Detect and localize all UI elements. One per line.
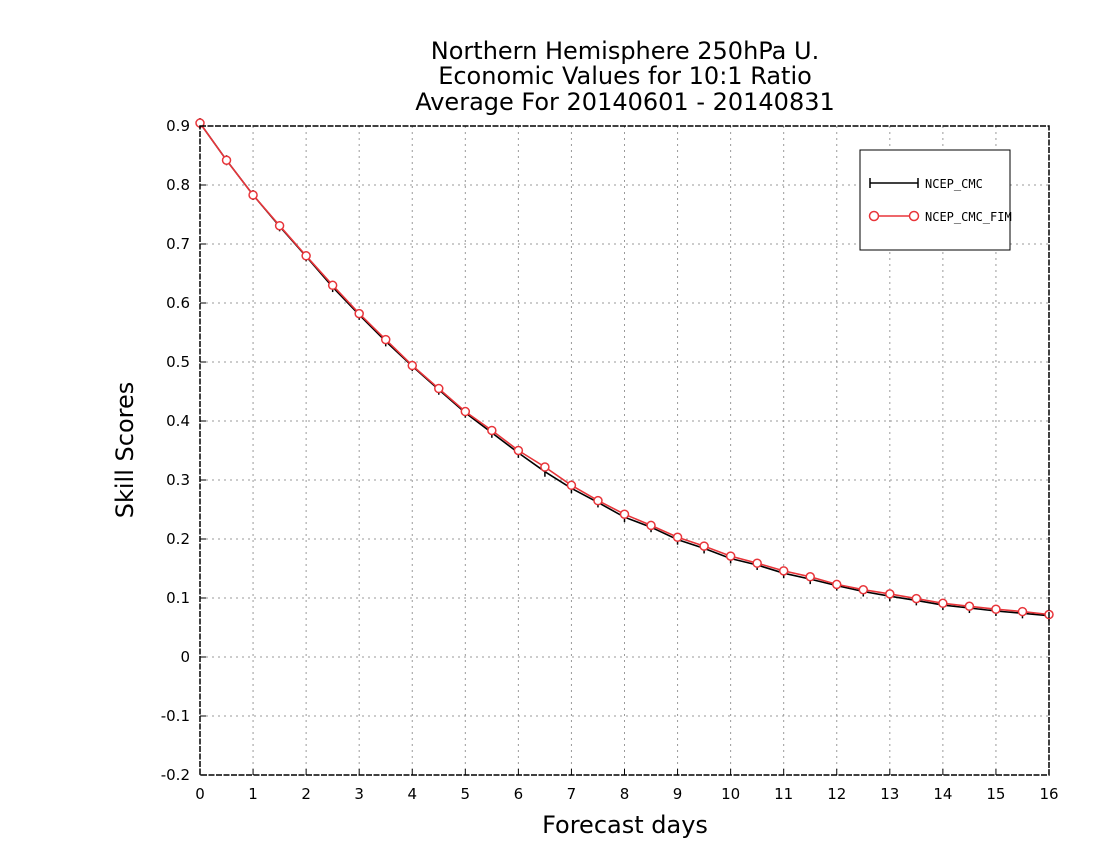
x-tick-label: 10 bbox=[721, 785, 740, 803]
data-point-ncep-cmc-fim bbox=[619, 509, 630, 519]
legend-circle-icon bbox=[908, 210, 920, 222]
data-point-ncep-cmc-fim bbox=[938, 598, 948, 609]
y-tick-label: 0.7 bbox=[166, 235, 190, 253]
x-tick-label: 9 bbox=[673, 785, 683, 803]
x-tick-label: 11 bbox=[774, 785, 793, 803]
y-tick-label: 0.6 bbox=[166, 294, 190, 312]
data-point-ncep-cmc-fim bbox=[1017, 606, 1028, 617]
data-point-ncep-cmc-fim bbox=[832, 579, 842, 590]
data-point-ncep-cmc-fim bbox=[725, 551, 736, 561]
legend-entry-ncep-cmc: NCEP_CMC bbox=[869, 177, 983, 191]
legend-circle-icon bbox=[868, 210, 880, 222]
data-point-ncep-cmc-fim bbox=[540, 462, 550, 472]
data-point-ncep-cmc-fim bbox=[991, 604, 1001, 614]
x-tick-label: 12 bbox=[827, 785, 846, 803]
y-tick-label: 0.9 bbox=[166, 117, 190, 135]
y-tick-label: -0.1 bbox=[161, 707, 190, 725]
data-point-ncep-cmc-fim bbox=[566, 480, 577, 491]
legend-box bbox=[859, 149, 1011, 251]
data-point-ncep-cmc-fim bbox=[699, 541, 709, 551]
chart-title: Northern Hemisphere 250hPa U. Economic V… bbox=[415, 37, 835, 116]
data-point-ncep-cmc-fim bbox=[301, 251, 311, 261]
y-tick-label: 0.5 bbox=[166, 353, 190, 371]
series-group bbox=[195, 118, 1054, 621]
x-axis-label: Forecast days bbox=[542, 811, 708, 839]
legend-plus-icon bbox=[869, 178, 919, 188]
x-tick-label: 6 bbox=[514, 785, 524, 803]
x-tick-label: 3 bbox=[354, 785, 364, 803]
y-axis-label: Skill Scores bbox=[111, 382, 139, 519]
data-point-ncep-cmc-fim bbox=[487, 425, 497, 436]
data-point-ncep-cmc-fim bbox=[380, 334, 391, 345]
data-point-ncep-cmc-fim bbox=[354, 308, 364, 319]
data-point-ncep-cmc-fim bbox=[513, 445, 524, 456]
x-tick-label: 13 bbox=[880, 785, 899, 803]
data-point-ncep-cmc-fim bbox=[274, 220, 285, 231]
legend-label-ncep-cmc-fim: NCEP_CMC_FIM bbox=[925, 210, 1012, 224]
data-point-ncep-cmc-fim bbox=[593, 495, 603, 506]
y-tick-label: 0.4 bbox=[166, 412, 190, 430]
y-tick-label: 0.2 bbox=[166, 530, 190, 548]
data-point-ncep-cmc-fim bbox=[805, 572, 815, 582]
x-tick-label: 8 bbox=[620, 785, 630, 803]
title-line-3: Average For 20140601 - 20140831 bbox=[415, 88, 835, 116]
y-tick-label: 0 bbox=[180, 648, 190, 666]
data-point-ncep-cmc-fim bbox=[460, 406, 471, 417]
y-tick-label: 0.3 bbox=[166, 471, 190, 489]
data-point-ncep-cmc-fim bbox=[911, 593, 922, 604]
title-line-2: Economic Values for 10:1 Ratio bbox=[438, 62, 812, 90]
legend-entry-ncep-cmc-fim: NCEP_CMC_FIM bbox=[868, 210, 1012, 224]
y-tick-label: 0.8 bbox=[166, 176, 190, 194]
data-point-ncep-cmc-fim bbox=[964, 601, 975, 612]
data-point-ncep-cmc-fim bbox=[672, 532, 683, 542]
data-point-ncep-cmc-fim bbox=[858, 584, 869, 595]
data-point-ncep-cmc-fim bbox=[434, 383, 444, 394]
data-point-ncep-cmc-fim bbox=[327, 280, 338, 291]
y-tick-label: 0.1 bbox=[166, 589, 190, 607]
x-tick-label: 15 bbox=[986, 785, 1005, 803]
data-point-ncep-cmc-fim bbox=[407, 360, 417, 371]
axis-ticks: 0 1 2 3 4 5 6 7 8 9 10 11 12 13 14 15 16-0.2-0.100.10.20… bbox=[161, 117, 1059, 803]
x-tick-label: 2 bbox=[301, 785, 311, 803]
data-point-ncep-cmc-fim bbox=[885, 589, 895, 599]
data-point-ncep-cmc-fim bbox=[221, 155, 232, 165]
x-tick-label: 5 bbox=[461, 785, 471, 803]
title-line-1: Northern Hemisphere 250hPa U. bbox=[431, 37, 819, 65]
x-tick-label: 16 bbox=[1039, 785, 1058, 803]
data-point-ncep-cmc-fim bbox=[248, 190, 258, 200]
legend: NCEP_CMC NCEP_CMC_FIM bbox=[859, 149, 1012, 251]
x-tick-label: 14 bbox=[933, 785, 952, 803]
x-tick-label: 4 bbox=[407, 785, 417, 803]
x-tick-label: 1 bbox=[248, 785, 258, 803]
data-point-ncep-cmc-fim bbox=[646, 520, 656, 531]
x-tick-label: 0 bbox=[195, 785, 205, 803]
y-tick-label: -0.2 bbox=[161, 766, 190, 784]
legend-label-ncep-cmc: NCEP_CMC bbox=[925, 177, 983, 191]
x-tick-label: 7 bbox=[567, 785, 577, 803]
data-point-ncep-cmc-fim bbox=[778, 566, 789, 576]
data-point-ncep-cmc-fim bbox=[752, 558, 762, 568]
